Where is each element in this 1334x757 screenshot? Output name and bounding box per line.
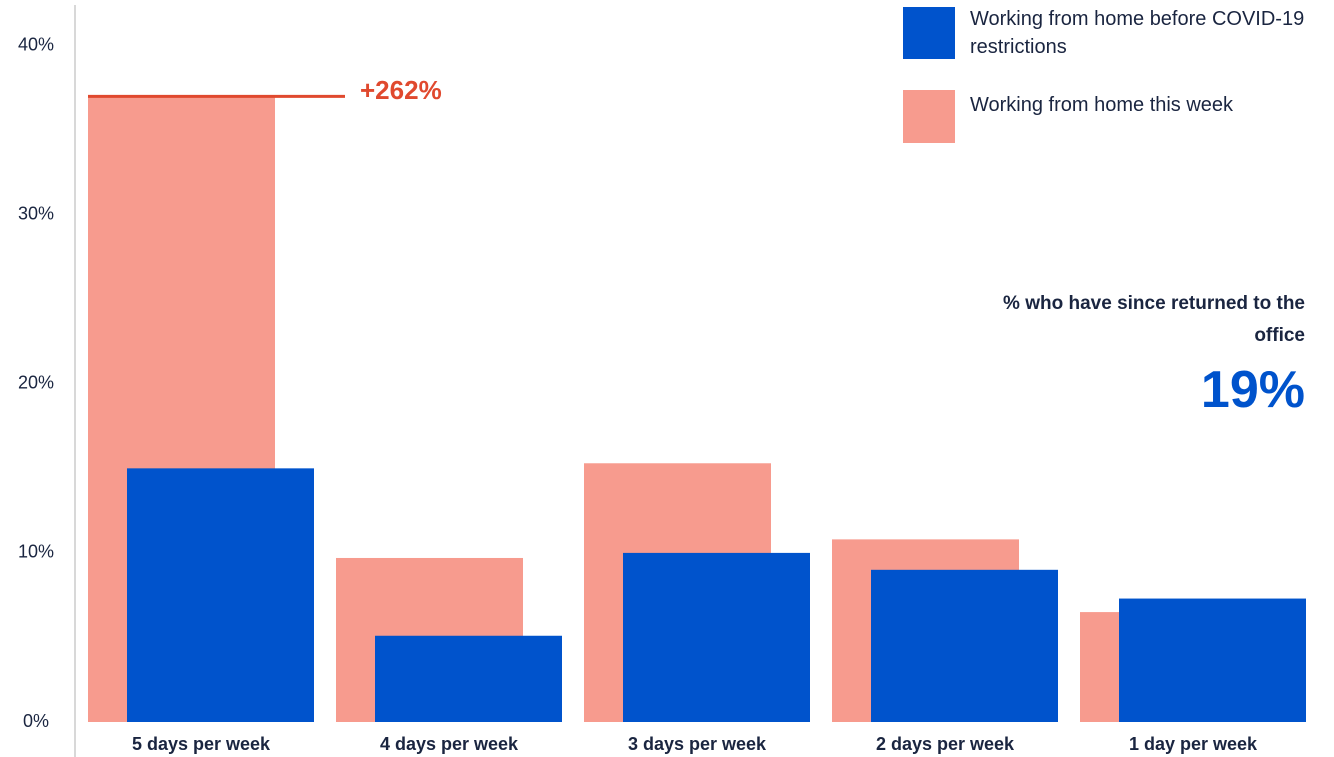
bar — [127, 468, 314, 722]
legend-label: Working from home this week — [970, 94, 1234, 116]
annotation: +262% — [360, 75, 442, 105]
y-tick-label: 40% — [18, 34, 54, 54]
x-tick-label: 2 days per week — [876, 734, 1015, 754]
callout-value: 19% — [1200, 361, 1305, 419]
legend-label: Working from home before COVID-19 restri… — [970, 8, 1305, 58]
x-tick-label: 1 day per week — [1129, 734, 1258, 754]
bar — [623, 552, 810, 722]
y-tick-label: 20% — [18, 373, 54, 393]
y-tick-label: 0% — [23, 711, 49, 731]
y-tick-label: 30% — [18, 203, 54, 223]
y-tick-label: 10% — [18, 542, 54, 562]
bar — [871, 569, 1058, 722]
callout-title: % who have since returned to the office — [1003, 293, 1305, 346]
legend-swatch — [903, 90, 955, 143]
bar — [1119, 598, 1306, 722]
bar — [375, 635, 562, 722]
x-tick-label: 5 days per week — [132, 734, 271, 754]
legend-swatch — [903, 7, 955, 59]
x-tick-label: 4 days per week — [380, 734, 519, 754]
x-tick-label: 3 days per week — [628, 734, 767, 754]
